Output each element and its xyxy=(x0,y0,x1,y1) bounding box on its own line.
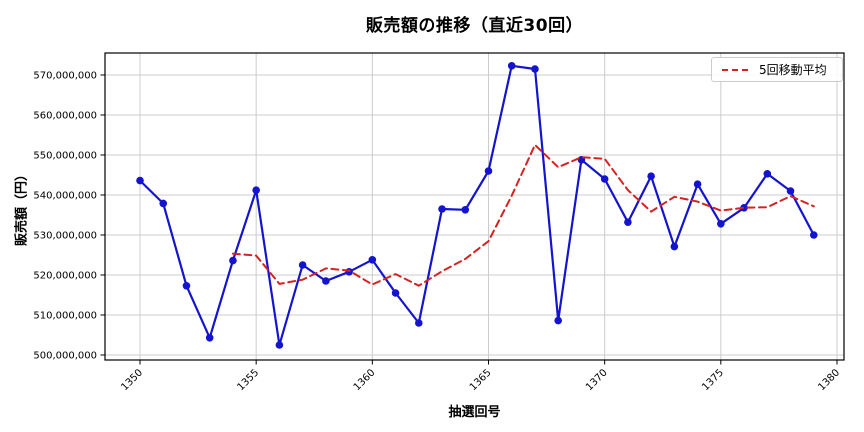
y-tick-label: 550,000,000 xyxy=(33,151,97,162)
x-tick-label: 1370 xyxy=(584,367,610,393)
data-point xyxy=(809,231,818,239)
data-point xyxy=(531,65,539,73)
data-point xyxy=(670,242,679,251)
data-point xyxy=(136,176,144,185)
data-point xyxy=(461,206,470,214)
sales-line xyxy=(138,64,815,347)
data-point xyxy=(600,175,609,183)
legend-dashed-line-icon xyxy=(722,68,750,71)
data-point xyxy=(786,187,795,195)
data-point xyxy=(554,316,562,325)
plot-frame xyxy=(104,52,845,361)
y-tick-label: 520,000,000 xyxy=(33,271,97,282)
x-tick-label: 1365 xyxy=(468,367,494,393)
data-point xyxy=(624,218,632,226)
data-point xyxy=(647,172,655,180)
y-axis-label: 販売額（円） xyxy=(14,167,30,247)
x-axis-label: 抽選回号 xyxy=(448,405,501,420)
data-point xyxy=(345,268,353,276)
data-point xyxy=(507,62,516,70)
data-point xyxy=(229,256,237,265)
data-point xyxy=(717,220,725,228)
y-tick-label: 560,000,000 xyxy=(33,111,97,122)
x-tick-label: 1360 xyxy=(352,367,378,393)
data-point xyxy=(763,170,772,178)
data-point xyxy=(693,180,702,188)
data-point xyxy=(322,277,330,285)
x-tick-label: 1375 xyxy=(700,367,726,393)
y-tick-label: 570,000,000 xyxy=(33,71,97,82)
x-tick-label: 1380 xyxy=(816,367,842,393)
data-point xyxy=(415,319,423,327)
data-point xyxy=(740,204,748,212)
y-tick-label: 530,000,000 xyxy=(33,231,97,242)
data-point xyxy=(182,282,191,290)
data-point xyxy=(252,186,260,194)
data-point xyxy=(205,334,214,342)
y-tick-label: 500,000,000 xyxy=(33,351,97,362)
x-tick-label: 1350 xyxy=(119,367,145,393)
legend-label: 5回移動平均 xyxy=(759,63,827,77)
chart-title: 販売額の推移（直近30回） xyxy=(365,16,584,36)
data-point xyxy=(298,261,307,269)
data-point xyxy=(368,255,377,264)
y-tick-label: 510,000,000 xyxy=(33,311,97,322)
data-point xyxy=(438,205,446,213)
data-point xyxy=(159,199,168,208)
data-point xyxy=(484,167,493,175)
data-point xyxy=(391,289,400,297)
legend: 5回移動平均 xyxy=(711,57,843,82)
moving-average-line xyxy=(231,143,815,287)
data-point xyxy=(275,341,284,349)
x-tick-label: 1355 xyxy=(236,367,262,393)
y-tick-label: 540,000,000 xyxy=(33,191,97,202)
